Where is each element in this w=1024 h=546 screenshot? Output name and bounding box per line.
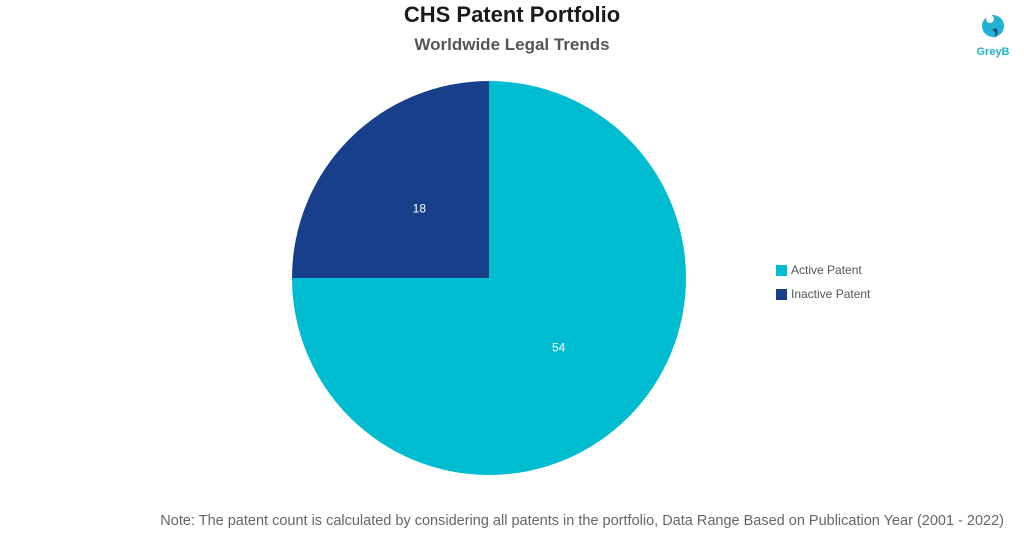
footnote: Note: The patent count is calculated by … [160,513,1004,529]
legend-swatch-active [776,264,787,276]
greyb-logo: GreyB [970,12,1016,64]
legend-label-active: Active Patent [791,263,862,277]
legend-item-inactive[interactable]: Inactive Patent [776,282,870,306]
slice-inactive[interactable] [292,81,489,278]
legend: Active Patent Inactive Patent [776,258,870,306]
legend-label-inactive: Inactive Patent [791,287,871,301]
chart-subtitle: Worldwide Legal Trends [414,35,610,54]
logo-text: GreyB [976,46,1010,58]
greyb-logo-icon [982,15,1004,38]
data-label-active: 54 [552,341,566,355]
legend-swatch-inactive [776,288,787,300]
data-label-inactive: 18 [413,201,427,215]
chart-title: CHS Patent Portfolio [403,2,621,27]
legend-item-active[interactable]: Active Patent [776,258,870,282]
